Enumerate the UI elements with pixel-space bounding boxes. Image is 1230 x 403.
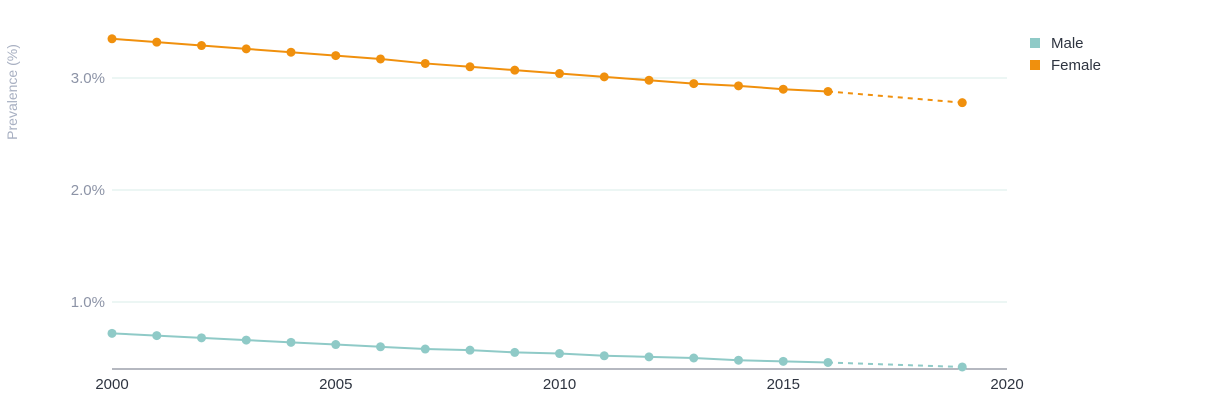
series-male [107,328,967,372]
data-point [689,79,699,89]
x-tick-label: 2010 [543,376,576,393]
data-point [152,331,162,341]
series-layer [107,34,967,372]
axis-layer: 1.0% 2.0% 3.0% 2000 2005 2010 2015 2020 [71,70,1024,393]
legend-label: Male [1051,35,1084,52]
data-point [644,75,654,85]
data-point [734,355,743,365]
data-point [197,333,206,343]
data-point [465,345,475,355]
data-point [331,340,341,350]
legend-swatch [1030,60,1040,70]
data-point [286,47,296,57]
data-point [107,34,117,44]
data-point [331,51,341,61]
legend-label: Female [1051,57,1101,74]
data-point [644,352,654,362]
data-point [197,41,206,51]
data-point [689,353,699,363]
data-point [107,328,117,338]
data-point [599,351,609,361]
data-point [510,347,520,357]
series-female [107,34,967,108]
data-point [241,335,251,345]
x-tick-label: 2020 [990,376,1023,393]
data-point [734,81,743,91]
data-point [420,58,430,68]
y-tick-label: 2.0% [71,182,105,199]
x-tick-label: 2015 [767,376,800,393]
data-point [241,44,251,54]
y-tick-label: 1.0% [71,294,105,311]
grid-layer [112,77,1007,303]
data-point [555,69,564,79]
data-point [957,362,967,372]
data-point [599,72,609,82]
data-point [823,86,833,96]
series-line-projected [827,90,963,104]
y-tick-label: 3.0% [71,70,105,87]
x-tick-label: 2000 [95,376,128,393]
data-point [465,62,475,72]
x-tick-label: 2005 [319,376,352,393]
data-point [778,84,788,94]
data-point [510,65,520,75]
data-point [376,54,385,64]
y-axis-title: Prevalence (%) [4,44,20,140]
data-point [555,349,564,359]
legend: Male Female [1030,35,1101,74]
data-point [420,344,430,354]
data-point [286,337,296,347]
legend-swatch [1030,38,1040,48]
series-line-projected [827,361,963,368]
data-point [376,342,385,352]
data-point [823,357,833,367]
data-point [957,98,967,108]
data-point [778,356,788,366]
data-point [152,37,162,47]
